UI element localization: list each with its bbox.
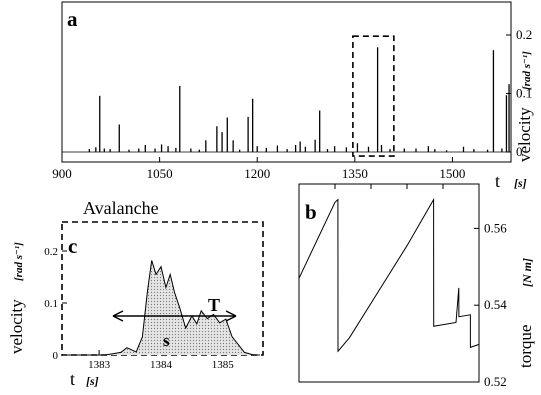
panel-c-ylabel: velocity: [7, 299, 26, 354]
panel-a-ytick-label: 0.1: [516, 86, 532, 101]
panel-a-xtick-label: 1350: [342, 166, 368, 181]
panel-a-xtick-label: 1200: [244, 166, 270, 181]
panel-c-size-label: s: [163, 331, 170, 350]
panel-c-area-fill: [65, 260, 260, 355]
panel-c-letter: c: [68, 234, 77, 258]
panel-b: b 0.52 0.54 0.56 torque [N m]: [298, 183, 535, 389]
panel-b-ytick-label: 0.52: [484, 374, 507, 389]
panel-c-duration-label: T: [208, 295, 220, 315]
panel-c-xlabel: t: [70, 369, 75, 389]
panel-c-ytick-label: 0.2: [44, 246, 58, 258]
panel-c: Avalanche c 1383 1384 1385 0 0.1 0.2 T s t […: [7, 198, 264, 389]
panel-c-xtick-label: 1385: [212, 359, 235, 371]
panel-b-x-ticks: [298, 184, 444, 189]
panel-a-frame: [61, 1, 512, 163]
panel-a-xtick-label: 900: [52, 166, 72, 181]
panel-b-y-axis: 0.52 0.54 0.56: [474, 220, 507, 389]
panel-a-xlabel: t: [495, 171, 500, 191]
panel-a-dashed-box: [352, 35, 395, 157]
panel-c-xtick-label: 1383: [88, 359, 111, 371]
panel-c-ytick-label: 0.1: [44, 298, 58, 310]
panel-b-ylabel: torque: [516, 325, 535, 368]
panel-b-frame: [298, 183, 480, 383]
panel-a-spikes: [88, 47, 510, 152]
panel-c-xtick-label: 1384: [150, 359, 173, 371]
panel-a-ylabel: velocity: [515, 107, 534, 162]
panel-b-yunit: [N m]: [520, 258, 534, 287]
panel-c-y-axis: 0 0.1 0.2: [44, 246, 67, 362]
panel-b-ytick-label: 0.56: [484, 220, 507, 235]
panel-c-arrow-right-head: [225, 310, 237, 322]
panel-a-ytick-label: 0: [516, 144, 523, 159]
panel-c-xunit: [s]: [86, 374, 99, 388]
panel-a-ytick-label: 0.2: [516, 27, 532, 42]
panel-a-xunit: [s]: [514, 176, 527, 190]
panel-a-y-axis: 0 0.1 0.2: [506, 27, 532, 159]
panel-a-xtick-label: 1500: [439, 166, 465, 181]
panel-c-x-axis: 1383 1384 1385: [88, 350, 234, 371]
panel-c-ytick-label: 0: [53, 350, 59, 362]
panel-b-letter: b: [305, 200, 317, 224]
panel-c-yunit: [rad s⁻¹]: [13, 242, 25, 281]
panel-a-xtick-label: 1050: [147, 166, 173, 181]
panel-c-title: Avalanche: [83, 198, 159, 218]
panel-a-yunit: [rad s⁻¹]: [521, 51, 533, 90]
panel-c-velocity-line: [65, 260, 260, 356]
panel-a: a 900 1050 1200 1350 1500 0 0.1 0.2 t [s] velo…: [52, 1, 534, 191]
panel-b-torque-line: [298, 197, 480, 353]
panel-b-ytick-label: 0.54: [484, 297, 507, 312]
panel-a-x-axis: 900 1050 1200 1350 1500: [52, 157, 465, 181]
panel-a-letter: a: [67, 7, 78, 31]
panel-c-arrow-left-head: [112, 310, 124, 322]
